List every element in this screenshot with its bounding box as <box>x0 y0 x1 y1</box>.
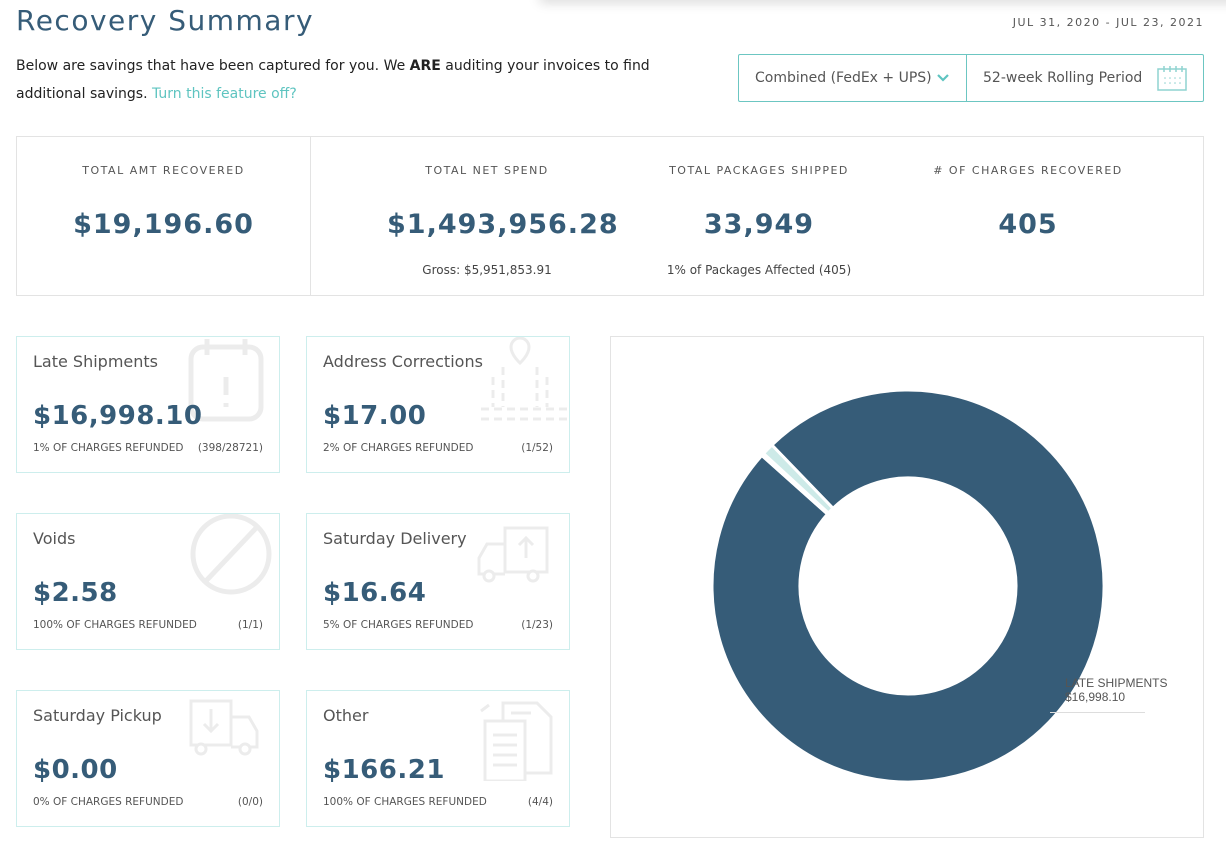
card-title: Saturday Pickup <box>33 706 162 725</box>
period-value: 52-week Rolling Period <box>983 70 1143 86</box>
card-title: Other <box>323 706 369 725</box>
card-late-shipments[interactable]: Late Shipments $16,998.10 1% OF CHARGES … <box>16 336 280 473</box>
card-ratio: (0/0) <box>237 796 263 808</box>
stat-label: TOTAL AMT RECOVERED <box>82 164 245 177</box>
calendar-alert-icon <box>188 339 264 422</box>
date-range: JUL 31, 2020 - JUL 23, 2021 <box>1012 16 1204 29</box>
stat-charges: # OF CHARGES RECOVERED 405 <box>913 137 1143 295</box>
stat-label: TOTAL NET SPEND <box>425 164 549 177</box>
card-value: $17.00 <box>323 401 427 431</box>
card-title: Late Shipments <box>33 352 158 371</box>
period-select[interactable]: 52-week Rolling Period <box>967 55 1203 101</box>
card-ratio: (1/23) <box>521 619 553 631</box>
stat-sub: 1% of Packages Affected (405) <box>666 263 852 277</box>
card-percent: 5% OF CHARGES REFUNDED <box>323 619 474 631</box>
stat-label: # OF CHARGES RECOVERED <box>933 164 1123 177</box>
truck-upload-icon <box>477 526 549 583</box>
card-value: $0.00 <box>33 755 118 785</box>
card-title: Voids <box>33 529 76 548</box>
chart-label: LATE SHIPMENTS $16,998.10 <box>1065 676 1167 704</box>
card-title: Address Corrections <box>323 352 483 371</box>
documents-icon <box>480 701 553 781</box>
card-voids[interactable]: Voids $2.58 100% OF CHARGES REFUNDED (1/… <box>16 513 280 650</box>
divider <box>310 137 311 295</box>
stat-value: 33,949 <box>703 209 815 240</box>
intro-bold: ARE <box>409 58 441 74</box>
card-ratio: (4/4) <box>527 796 553 808</box>
carrier-select[interactable]: Combined (FedEx + UPS) <box>739 55 967 101</box>
stat-total-recovered: TOTAL AMT RECOVERED $19,196.60 <box>17 137 310 295</box>
card-ratio: (398/28721) <box>197 442 263 454</box>
card-value: $16,998.10 <box>33 401 203 431</box>
page-title: Recovery Summary <box>16 4 315 37</box>
card-value: $2.58 <box>33 578 118 608</box>
card-saturday-delivery[interactable]: Saturday Delivery $16.64 5% OF CHARGES R… <box>306 513 570 650</box>
card-percent: 0% OF CHARGES REFUNDED <box>33 796 184 808</box>
calendar-icon <box>1157 66 1187 91</box>
truck-download-icon <box>189 699 259 756</box>
card-percent: 1% OF CHARGES REFUNDED <box>33 442 184 454</box>
prohibited-icon <box>190 514 272 595</box>
stat-value: $19,196.60 <box>73 209 254 240</box>
card-ratio: (1/52) <box>521 442 553 454</box>
summary-stats: TOTAL AMT RECOVERED $19,196.60 TOTAL NET … <box>16 136 1204 296</box>
card-percent: 100% OF CHARGES REFUNDED <box>33 619 197 631</box>
card-value: $166.21 <box>323 755 445 785</box>
card-percent: 2% OF CHARGES REFUNDED <box>323 442 474 454</box>
donut-slice-other[interactable] <box>761 442 836 516</box>
map-pin-road-icon <box>481 337 567 421</box>
card-ratio: (1/1) <box>237 619 263 631</box>
intro-after: auditing your invoices to find additiona… <box>16 58 650 102</box>
chart-label-line <box>1050 712 1145 713</box>
stat-label: TOTAL PACKAGES SHIPPED <box>669 164 849 177</box>
recovery-donut-chart <box>610 336 1204 838</box>
stat-packages: TOTAL PACKAGES SHIPPED 33,949 1% of Packag… <box>639 137 879 295</box>
card-title: Saturday Delivery <box>323 529 467 548</box>
intro-before: Below are savings that have been capture… <box>16 58 410 74</box>
turn-feature-off-link[interactable]: Turn this feature off? <box>151 86 297 102</box>
chevron-down-icon <box>937 74 949 82</box>
card-address-corrections[interactable]: Address Corrections $17.00 2% OF CHARGES… <box>306 336 570 473</box>
chart-label-value: $16,998.10 <box>1065 690 1126 704</box>
card-other[interactable]: Other $166.21 100% OF CHARGES REFUNDED (… <box>306 690 570 827</box>
intro-text: Below are savings that have been capture… <box>16 52 696 108</box>
stat-sub: Gross: $5,951,853.91 <box>422 263 552 277</box>
filters: Combined (FedEx + UPS) 52-week Rolling P… <box>738 54 1204 102</box>
card-percent: 100% OF CHARGES REFUNDED <box>323 796 487 808</box>
stat-value: $1,493,956.28 <box>387 209 619 240</box>
chart-label-name: LATE SHIPMENTS <box>1065 676 1168 690</box>
donut-svg <box>710 388 1106 784</box>
card-saturday-pickup[interactable]: Saturday Pickup $0.00 0% OF CHARGES REFU… <box>16 690 280 827</box>
carrier-value: Combined (FedEx + UPS) <box>755 70 932 86</box>
card-value: $16.64 <box>323 578 427 608</box>
donut-slice-late-shipments[interactable] <box>710 388 1106 784</box>
stat-value: 405 <box>998 209 1058 240</box>
stat-net-spend: TOTAL NET SPEND $1,493,956.28 Gross: $5,95… <box>387 137 619 295</box>
